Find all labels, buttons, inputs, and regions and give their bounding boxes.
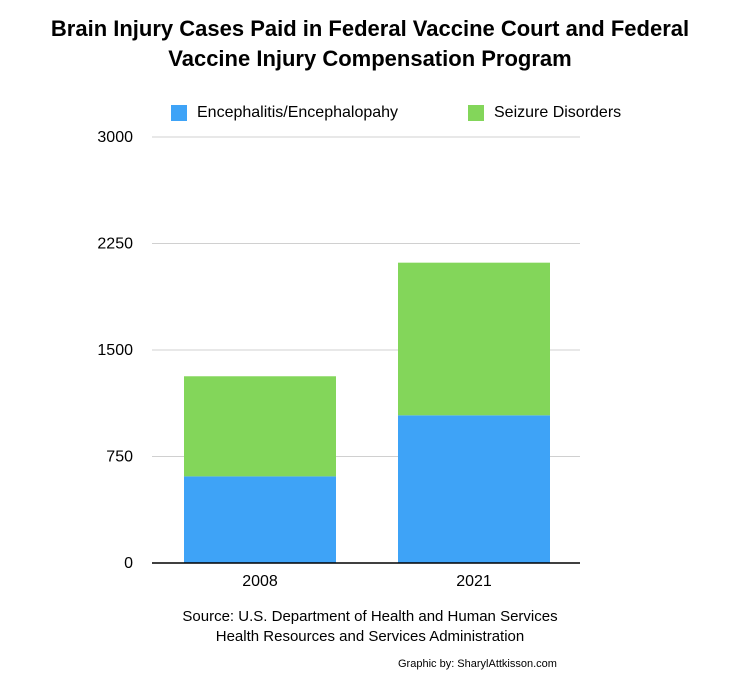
- bar-segment-seizure: [398, 262, 550, 416]
- x-tick-label: 2008: [242, 573, 278, 590]
- chart-title: Brain Injury Cases Paid in Federal Vacci…: [0, 14, 740, 74]
- y-tick-label: 0: [124, 555, 133, 572]
- chart-title-line-1: Brain Injury Cases Paid in Federal Vacci…: [50, 16, 690, 41]
- bar-segment-encephalitis: [184, 476, 336, 563]
- legend-item-encephalitis: Encephalitis/Encephalopahy: [171, 104, 398, 122]
- x-tick-label: 2021: [456, 573, 492, 590]
- legend-swatch-seizure: [468, 105, 484, 121]
- y-tick-label: 750: [106, 449, 133, 466]
- legend-item-seizure: Seizure Disorders: [468, 104, 621, 122]
- legend-label-seizure: Seizure Disorders: [494, 104, 622, 121]
- source-note: Source: U.S. Department of Health and Hu…: [0, 607, 740, 647]
- graphic-credit: Graphic by: SharylAttkisson.com: [398, 658, 557, 670]
- source-line-2: Health Resources and Services Administra…: [215, 628, 525, 645]
- y-tick-label: 1500: [97, 342, 133, 359]
- chart-title-line-2: Vaccine Injury Compensation Program: [168, 46, 572, 71]
- chart-legend: Encephalitis/Encephalopahy Seizure Disor…: [0, 104, 740, 128]
- source-line-1: Source: U.S. Department of Health and Hu…: [182, 608, 558, 625]
- y-tick-label: 3000: [97, 129, 133, 146]
- legend-swatch-encephalitis: [171, 105, 187, 121]
- legend-label-encephalitis: Encephalitis/Encephalopahy: [197, 104, 399, 121]
- bar-segment-seizure: [184, 376, 336, 477]
- y-tick-label: 2250: [97, 236, 133, 253]
- bar-segment-encephalitis: [398, 415, 550, 563]
